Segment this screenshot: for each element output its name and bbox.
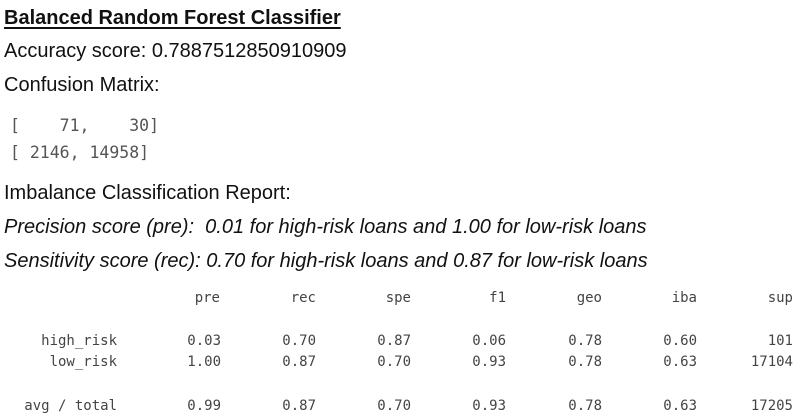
precision-score-line: Precision score (pre): 0.01 for high-ris… [4,216,647,238]
report-title: Balanced Random Forest Classifier [4,7,341,29]
table-cell: 1.00 [187,354,221,370]
table-cell: 0.70 [377,354,411,370]
row-label-low-risk: low_risk [49,354,117,370]
table-cell: 0.87 [282,398,316,414]
header-spe: spe [385,290,411,306]
row-label-avg-total: avg / total [24,398,117,414]
accuracy-score: Accuracy score: 0.7887512850910909 [4,40,347,62]
table-cell: 0.03 [187,333,221,349]
table-cell: 17205 [750,398,793,414]
header-iba: iba [671,290,697,306]
table-cell: 0.93 [472,354,506,370]
table-cell: 17104 [750,354,793,370]
header-rec: rec [290,290,316,306]
header-f1: f1 [489,290,506,306]
header-geo: geo [576,290,602,306]
table-cell: 0.78 [568,354,602,370]
table-cell: 0.87 [377,333,411,349]
sensitivity-score-line: Sensitivity score (rec): 0.70 for high-r… [4,250,648,272]
table-cell: 0.63 [663,354,697,370]
imbalance-report-label: Imbalance Classification Report: [4,182,291,204]
table-cell: 0.63 [663,398,697,414]
table-cell: 0.60 [663,333,697,349]
header-pre: pre [194,290,220,306]
table-cell: 0.70 [282,333,316,349]
row-label-high-risk: high_risk [41,333,117,349]
confusion-matrix-label: Confusion Matrix: [4,74,160,96]
table-cell: 0.93 [472,398,506,414]
classification-report-table: pre rec spe f1 geo iba sup high_risk 0.0… [0,280,800,417]
table-cell: 101 [767,333,793,349]
table-cell: 0.70 [377,398,411,414]
table-cell: 0.87 [282,354,316,370]
table-cell: 0.78 [568,333,602,349]
confusion-matrix-row-2: [ 2146, 14958] [10,143,150,162]
confusion-matrix-row-1: [ 71, 30] [10,116,160,135]
table-cell: 0.06 [472,333,506,349]
header-sup: sup [767,290,793,306]
table-cell: 0.99 [187,398,221,414]
table-cell: 0.78 [568,398,602,414]
